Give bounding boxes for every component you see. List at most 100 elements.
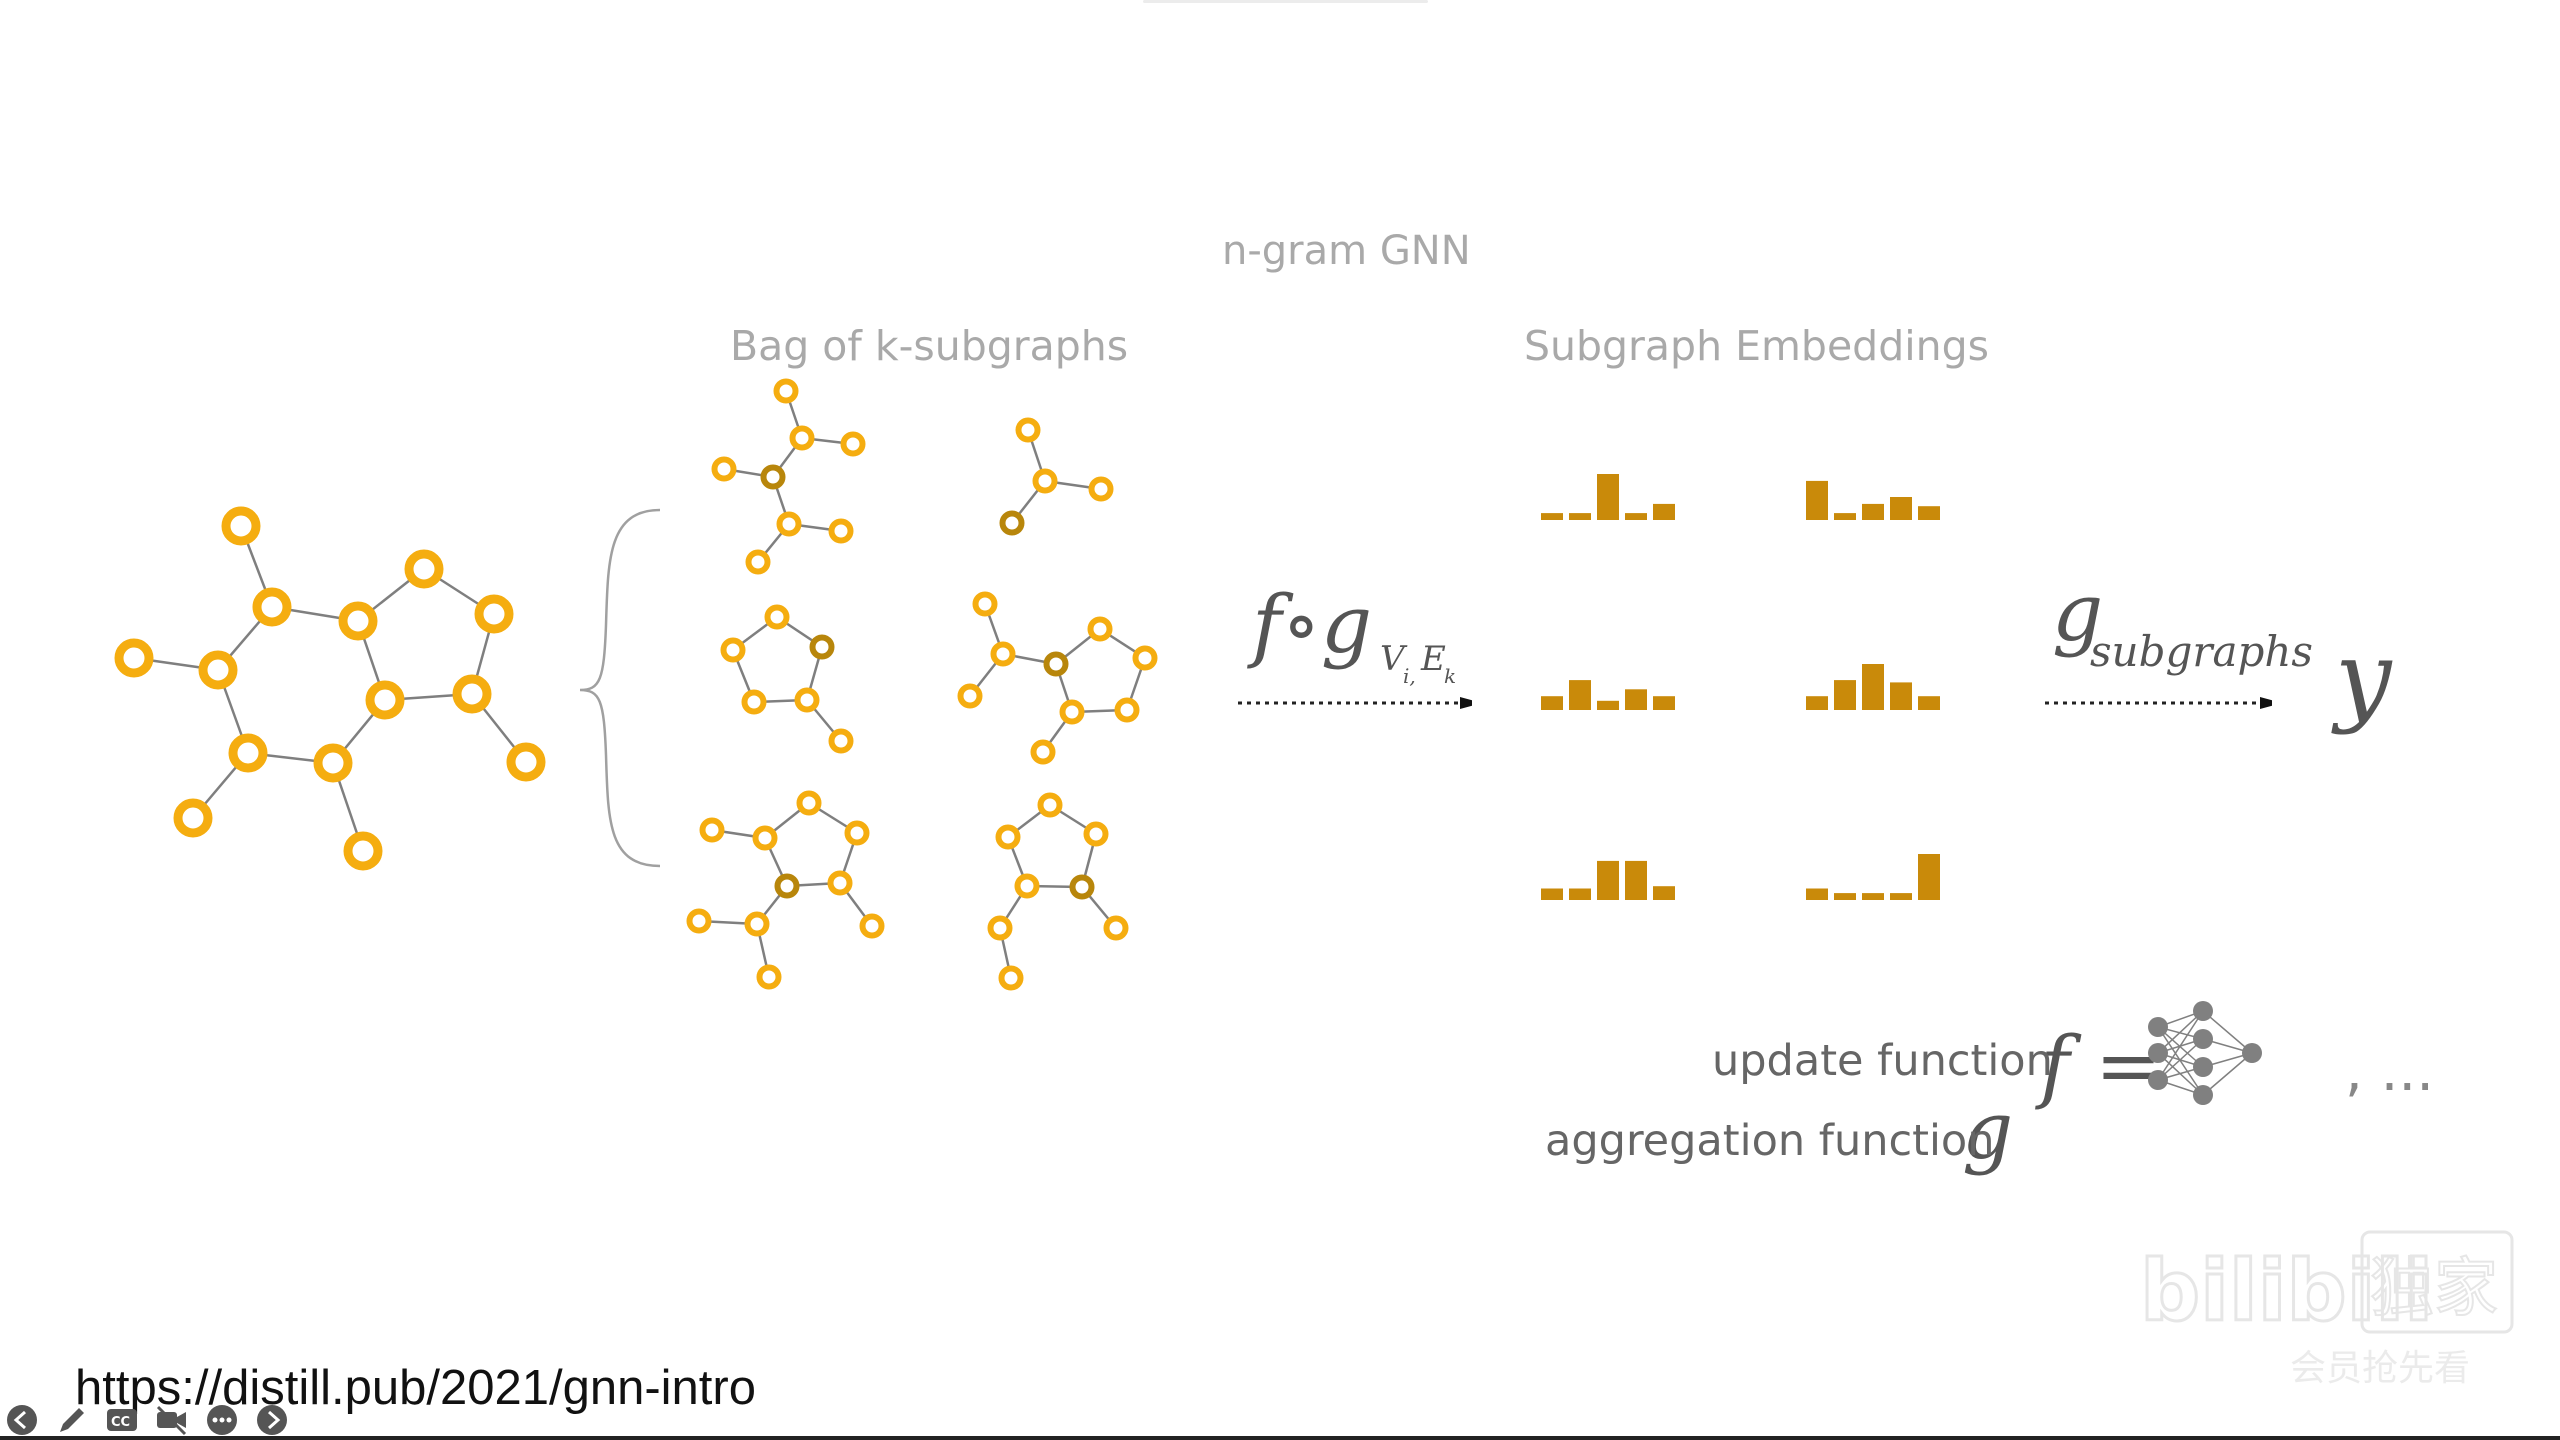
bag-of-subgraphs-label: Bag of k-subgraphs (730, 322, 1129, 370)
graph-node (796, 790, 822, 816)
graph-node (840, 431, 866, 457)
embedding-bar (1625, 689, 1647, 710)
embedding-histogram (1541, 860, 1675, 900)
embedding-bar (1834, 893, 1856, 900)
subgraph-bag (686, 378, 1158, 991)
graph-node (764, 604, 790, 630)
graph-node (1043, 651, 1069, 677)
bottom-border (0, 1436, 2560, 1440)
embedding-histogram (1806, 664, 1940, 710)
aggregation-g-symbol: g (1962, 1084, 2013, 1177)
fg-symbol: f∘g (1247, 578, 1372, 671)
graph-node (999, 510, 1025, 536)
nn-node (2242, 1043, 2262, 1063)
embedding-bar (1890, 893, 1912, 900)
graph-node (827, 870, 853, 896)
previous-icon[interactable] (4, 1402, 40, 1438)
aggregation-function-label: aggregation function (1545, 1116, 1995, 1166)
graph-node (828, 728, 854, 754)
embedding-bar (1597, 700, 1619, 710)
graph-node (1015, 417, 1041, 443)
graph-node (114, 638, 154, 678)
g-subgraphs-subscript: subgraphs (2090, 627, 2313, 676)
graph-node (686, 908, 712, 934)
graph-node (844, 820, 870, 846)
graph-node (343, 831, 383, 871)
embedding-histogram (1541, 680, 1675, 710)
embedding-bar (1653, 696, 1675, 710)
graph-node (990, 641, 1016, 667)
graph-node (859, 913, 885, 939)
nn-edge (2157, 1038, 2204, 1081)
fg-operator: f∘g V i, E k (1247, 578, 1456, 688)
graph-node (828, 518, 854, 544)
top-edge-tab (1143, 0, 1428, 3)
graph-node (1030, 739, 1056, 765)
output-y: y (2331, 619, 2393, 736)
next-icon[interactable] (254, 1402, 290, 1438)
graph-node (404, 549, 444, 589)
bilibili-watermark: bilibili 独家 会员抢先看 (2139, 1230, 2520, 1395)
graph-node (995, 824, 1021, 850)
pen-icon[interactable] (54, 1402, 90, 1438)
graph-node (228, 733, 268, 773)
embedding-bar (1597, 474, 1619, 520)
graph-node (252, 587, 292, 627)
graph-node (506, 742, 546, 782)
graph-node (794, 687, 820, 713)
diagram-title: n-gram GNN (1222, 228, 1471, 274)
nn-node (2148, 1043, 2168, 1063)
embedding-bar (1653, 886, 1675, 900)
graph-node (1037, 792, 1063, 818)
graph-node (972, 591, 998, 617)
nn-edge (2157, 1010, 2204, 1054)
graph-node (720, 637, 746, 663)
graph-node (365, 680, 405, 720)
captions-icon[interactable]: CC (104, 1402, 140, 1438)
graph-node (711, 456, 737, 482)
nn-node (2193, 1085, 2213, 1105)
graph-node (745, 549, 771, 575)
embedding-bar (1597, 860, 1619, 900)
graph-node (957, 683, 983, 709)
graph-node (1059, 699, 1085, 725)
curly-brace-icon (579, 508, 661, 868)
graph-node (809, 634, 835, 660)
embedding-histograms (1541, 474, 1940, 900)
embedding-bar (1541, 696, 1563, 710)
graph-node (789, 425, 815, 451)
embedding-bar (1862, 893, 1884, 900)
graph-node (474, 594, 514, 634)
graph-node (1032, 468, 1058, 494)
more-options-icon[interactable] (204, 1402, 240, 1438)
nn-edge (2157, 1010, 2204, 1081)
g-subgraphs-symbol: g (2052, 566, 2103, 659)
embedding-histogram (1806, 854, 1940, 900)
embedding-bar (1569, 513, 1591, 520)
graph-node (774, 873, 800, 899)
embedding-bar (1918, 506, 1940, 520)
embedding-bar (1569, 680, 1591, 710)
embedding-bar (1806, 480, 1828, 520)
graph-node (1069, 874, 1095, 900)
fg-subscript-e: E (1420, 639, 1446, 679)
watermark-tag: 独家 (2370, 1252, 2498, 1326)
update-tail: , ... (2345, 1039, 2434, 1104)
subgraph-3 (720, 604, 854, 754)
subgraph-4 (957, 591, 1158, 765)
graph-node (198, 650, 238, 690)
camera-off-icon[interactable] (154, 1402, 190, 1438)
graph-node (452, 674, 492, 714)
nn-edge (2202, 1010, 2253, 1054)
svg-text:CC: CC (111, 1415, 130, 1430)
nn-node (2193, 1029, 2213, 1049)
graph-node (1114, 697, 1140, 723)
fg-subscript-v: V (1380, 639, 1408, 679)
graph-node (987, 915, 1013, 941)
embedding-bar (1918, 696, 1940, 710)
graph-node (338, 601, 378, 641)
embedding-bar (1653, 503, 1675, 520)
subgraph-5 (686, 790, 885, 990)
source-url[interactable]: https://distill.pub/2021/gnn-intro (75, 1361, 756, 1415)
